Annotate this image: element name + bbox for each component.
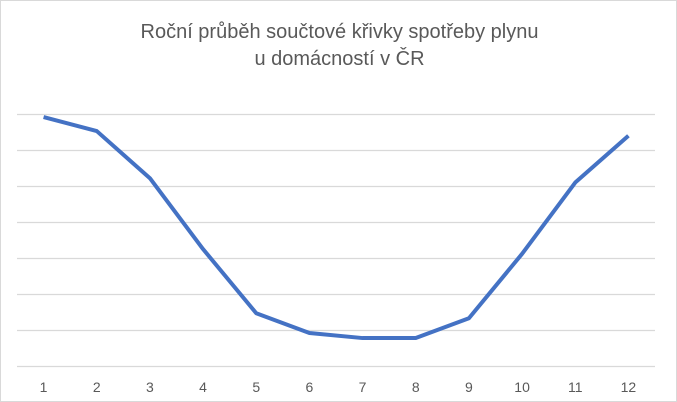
series-line [43, 115, 630, 341]
x-tick-label: 3 [146, 379, 154, 395]
x-tick-label: 12 [621, 379, 637, 395]
x-tick-label: 2 [93, 379, 101, 395]
x-tick-label: 5 [252, 379, 260, 395]
x-tick-label: 4 [199, 379, 207, 395]
chart-title: Roční průběh součtové křivky spotřeby pl… [1, 19, 677, 73]
x-tick-label: 11 [568, 379, 583, 395]
x-tick-label: 6 [306, 379, 314, 395]
chart-title-line-2: u domácností v ČR [254, 48, 425, 70]
chart-title-line-1: Roční průběh součtové křivky spotřeby pl… [140, 21, 539, 43]
x-tick-label: 1 [40, 379, 48, 395]
x-tick-label: 10 [514, 379, 530, 395]
x-tick-label: 9 [465, 379, 473, 395]
x-tick-label: 8 [412, 379, 420, 395]
x-tick-label: 7 [359, 379, 367, 395]
